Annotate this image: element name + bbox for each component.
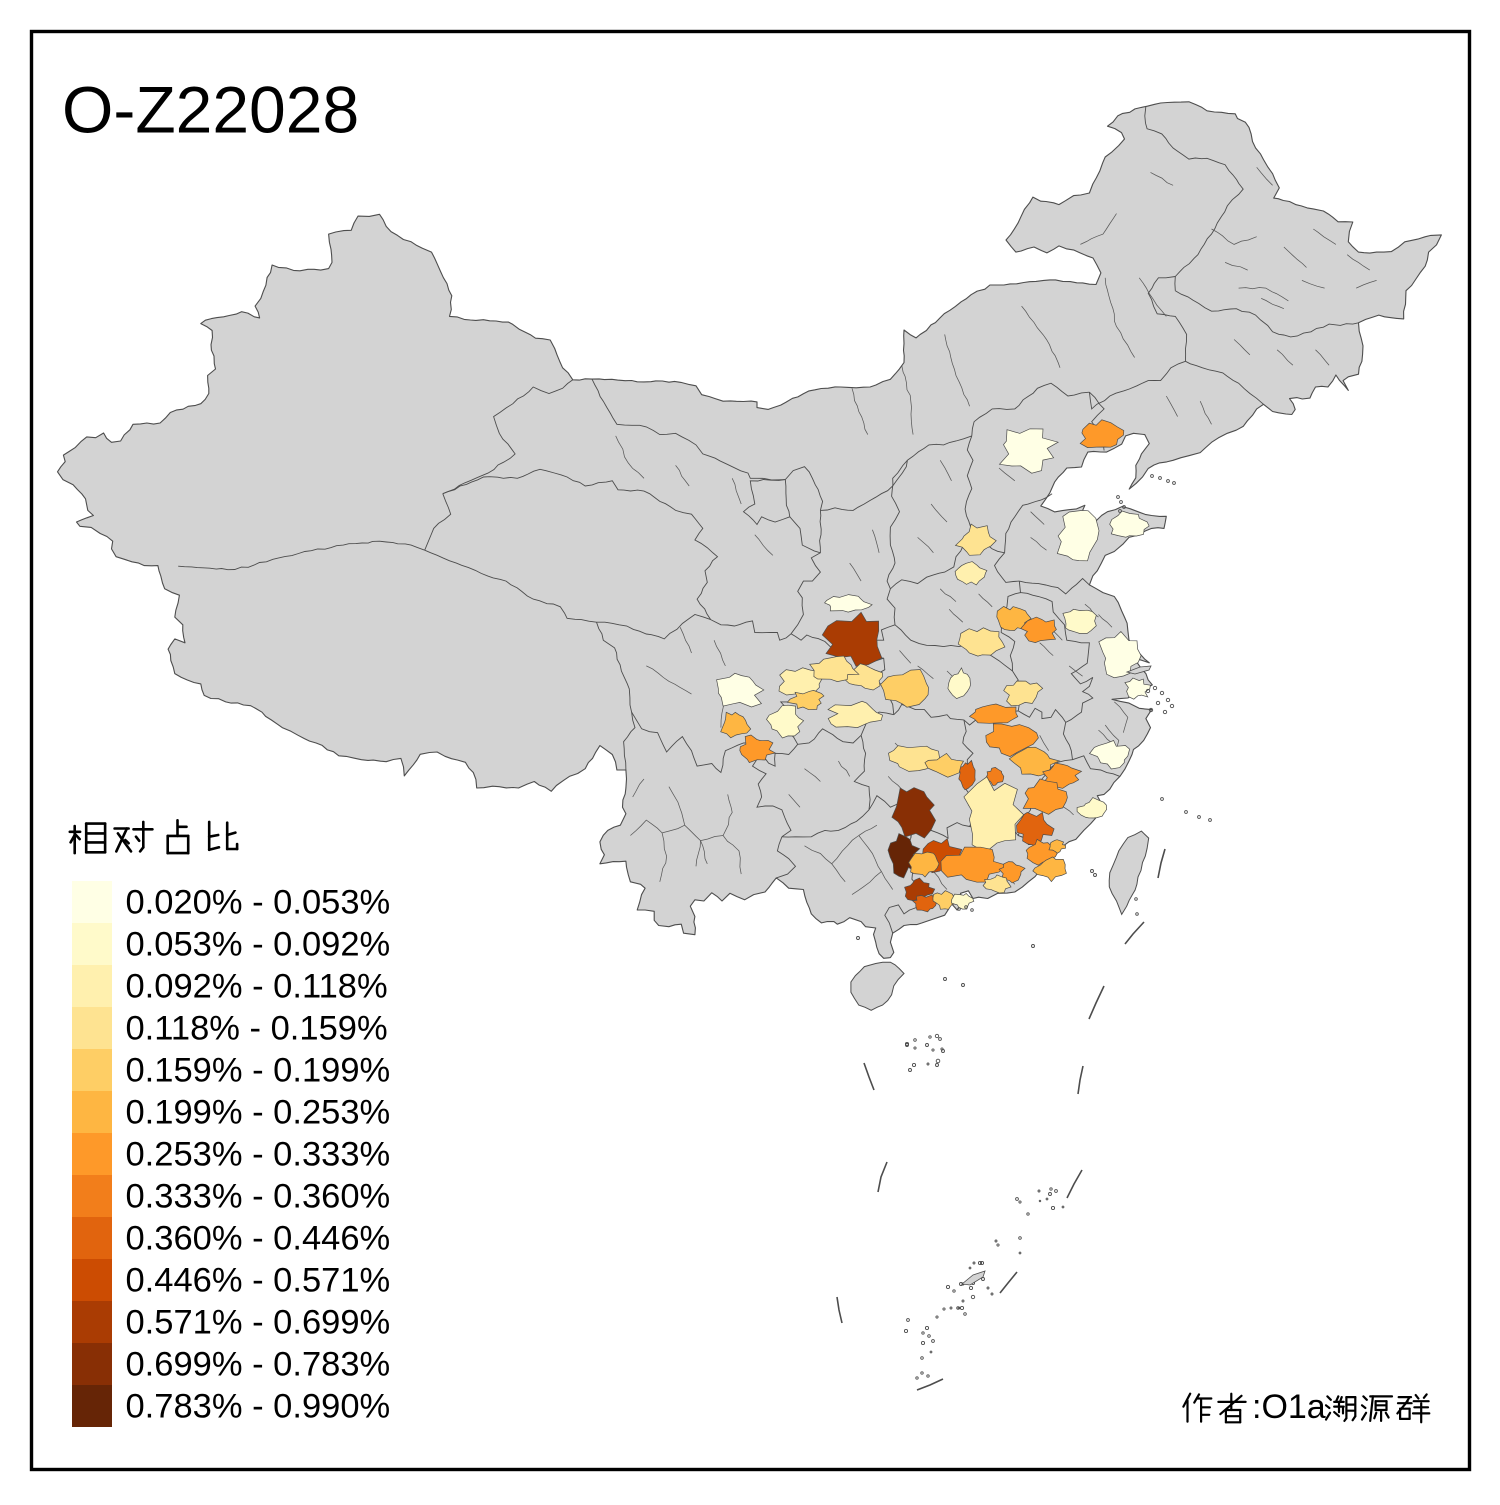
- svg-text:0.333% - 0.360%: 0.333% - 0.360%: [126, 1178, 391, 1216]
- svg-text:0.159% - 0.199%: 0.159% - 0.199%: [126, 1052, 391, 1090]
- svg-text:0.446% - 0.571%: 0.446% - 0.571%: [126, 1262, 391, 1300]
- svg-text:0.783% - 0.990%: 0.783% - 0.990%: [126, 1388, 391, 1426]
- svg-text:0.253% - 0.333%: 0.253% - 0.333%: [126, 1136, 391, 1174]
- svg-text::O1a: :O1a: [1252, 1388, 1326, 1426]
- svg-text:O-Z22028: O-Z22028: [62, 73, 359, 147]
- svg-text:0.053% - 0.092%: 0.053% - 0.092%: [126, 926, 391, 964]
- svg-text:0.092% - 0.118%: 0.092% - 0.118%: [126, 968, 388, 1006]
- svg-text:0.360% - 0.446%: 0.360% - 0.446%: [126, 1220, 391, 1258]
- svg-text:0.571% - 0.699%: 0.571% - 0.699%: [126, 1304, 391, 1342]
- svg-text:0.020% - 0.053%: 0.020% - 0.053%: [126, 884, 391, 922]
- svg-text:0.118% - 0.159%: 0.118% - 0.159%: [126, 1010, 388, 1048]
- svg-text:0.199% - 0.253%: 0.199% - 0.253%: [126, 1094, 391, 1132]
- svg-text:0.699% - 0.783%: 0.699% - 0.783%: [126, 1346, 391, 1384]
